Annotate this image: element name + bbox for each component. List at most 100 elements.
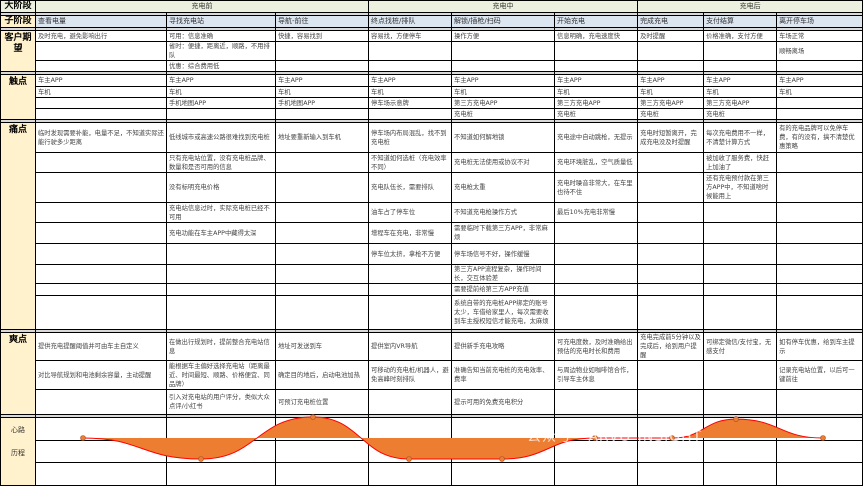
pain-point-cell: 不知道充电枪操作方式: [451, 202, 556, 223]
pain-point-cell: [274, 295, 370, 330]
emotion-row: 历程: [0, 440, 864, 463]
pain-point-cell: [368, 283, 453, 296]
emotion-cell: [637, 462, 705, 486]
pain-point-cell: [554, 222, 639, 244]
pain-point-cell: 充电站信息过时，实际充电桩已经不可用: [166, 202, 276, 223]
pain-point-cell: [35, 295, 167, 330]
pain-point-cell: [35, 222, 167, 244]
delight-point-cell: 提示可用的免费充电积分: [451, 389, 556, 415]
delight-point-cell: 提供室内VR导航: [368, 332, 453, 361]
delight-point-cell: 可充电度数，及时准确给出预估的充电时长和费用: [554, 332, 639, 361]
pain-point-cell: 充电功能在车主APP中藏得太深: [166, 222, 276, 244]
pain-point-row: 充电功能在车主APP中藏得太深 增程车在充电，非常慢 需要临时下载第三方APP，非常…: [1, 222, 864, 244]
touchpoint-cell: 车机: [368, 86, 453, 98]
touchpoint-cell: 车主APP: [274, 74, 370, 87]
emotion-cell: [637, 440, 705, 463]
stage-header: 充电后: [637, 0, 864, 13]
delight-point-row: 爽点 提供充电提醒阈值并可由车主自定义 在做出行规划时，提前整合充电站信息 地址可发送…: [0, 332, 864, 415]
pain-point-cell: 停车场内布局混乱，找不到充电桩: [368, 122, 453, 153]
substage-header: 查看电量: [35, 15, 167, 28]
substage-header: 离开停车场: [776, 15, 864, 28]
expectation-cell: [554, 60, 639, 72]
emotion-label: [0, 462, 36, 486]
pain-point-cell: 充电途中自动跳枪，无提示: [554, 122, 639, 153]
substage-header: 终点找桩/排队: [368, 15, 453, 28]
expectation-cell: 信息明确，充电速度快: [554, 30, 639, 42]
touchpoint-cell: 车主APP: [554, 74, 639, 87]
touchpoint-row: 车机 车机 车机 车机 车机 车机 车机 车机 车机: [1, 86, 864, 98]
delight-point-cell: [554, 389, 639, 415]
delight-point-cell: [703, 360, 778, 390]
delight-point-cell: 与周边物业如咖啡馆合作，引导车主休息: [554, 360, 639, 390]
section-divider: [0, 71, 864, 75]
pain-point-cell: [776, 202, 864, 223]
delight-point-cell: 对比导航规划和电池剩余容量，主动提醒: [35, 360, 167, 390]
delight-point-cell: 地址可发送到车: [274, 332, 370, 361]
delight-point-cell: 提供充电提醒阈值并可由车主自定义: [35, 332, 167, 361]
pain-point-cell: 充电桩无法使用或协议不对: [451, 152, 556, 173]
delight-point-cell: [703, 389, 778, 415]
pain-point-cell: 充电时噪音非常大，在车里也待不住: [554, 172, 639, 203]
expectation-cell: [451, 60, 556, 72]
pain-point-cell: [703, 295, 778, 330]
touchpoint-cell: [274, 108, 370, 120]
expectation-cell: 价格准确，支付方便: [703, 30, 778, 42]
touchpoint-cell: [166, 108, 276, 120]
delight-point-cell: [368, 389, 453, 415]
pain-point-cell: [35, 283, 167, 296]
pain-point-cell: [35, 152, 167, 173]
pain-point-cell: 充电时短暂离开，完成充电没及时提醒: [637, 122, 705, 153]
expectation-cell: [554, 41, 639, 61]
pain-point-cell: [368, 264, 453, 284]
section-divider: [0, 119, 864, 123]
touchpoint-cell: 车机: [274, 86, 370, 98]
pain-point-cell: 地址要重新输入到车机: [274, 122, 370, 153]
pain-point-cell: 有的充电品牌可以免停车费，有的没有，搞不清楚优惠策略: [776, 122, 864, 153]
touchpoint-section-label: 触点: [0, 74, 36, 120]
touchpoint-cell: 车机: [776, 86, 864, 98]
delight-point-cell: [637, 360, 705, 390]
expectation-cell: 操作方便: [451, 30, 556, 42]
touchpoint-cell: [35, 97, 167, 109]
touchpoint-cell: 充电桩: [703, 108, 778, 120]
emotion-cell: [554, 440, 639, 463]
expectation-cell: [637, 41, 705, 61]
pain-point-cell: [637, 222, 705, 244]
pain-point-cell: 每次充电费用不一样，不清楚计算方式: [703, 122, 778, 153]
delight-point-cell: 可移动的充电桩/机器人，避免高峰时刻排队: [368, 360, 453, 390]
emotion-label: 心路: [0, 417, 36, 441]
touchpoint-cell: 车机: [451, 86, 556, 98]
emotion-cell: [554, 417, 639, 441]
expectation-cell: 及时充电，避免影响出行: [35, 30, 167, 42]
delight-point-cell: 在做出行规划时，提前整合充电站信息: [166, 332, 276, 361]
pain-point-cell: 停车场信号不好，操作缓慢: [451, 243, 556, 265]
pain-point-cell: [274, 152, 370, 173]
pain-point-cell: 被加收了服务费，快赶上加油了: [703, 152, 778, 173]
pain-point-cell: [776, 264, 864, 284]
emotion-cell: [451, 462, 556, 486]
pain-point-cell: [274, 283, 370, 296]
pain-point-cell: [637, 172, 705, 203]
emotion-cell: [703, 462, 778, 486]
touchpoint-cell: 车机: [35, 86, 167, 98]
pain-point-cell: 充电队伍长，需要排队: [368, 172, 453, 203]
pain-point-cell: [703, 222, 778, 244]
expectation-cell: 容易找，方便停车: [368, 30, 453, 42]
expectation-section-label: 客户期望: [0, 30, 36, 72]
expectation-cell: 车场正常: [776, 30, 864, 42]
delight-point-row: 对比导航规划和电池剩余容量，主动提醒 能根据车主偏好选择充电站（距离最近、时间最短…: [1, 360, 864, 390]
delight-point-cell: 可绑定微信/支付宝，无感支付: [703, 332, 778, 361]
touchpoint-cell: [368, 108, 453, 120]
touchpoint-cell: 充电桩: [637, 108, 705, 120]
pain-point-cell: 增程车在充电，非常慢: [368, 222, 453, 244]
pain-point-cell: 临时发现需要补能，电量不足，不知道实际还能行驶多少距离: [35, 122, 167, 153]
touchpoint-cell: 充电桩: [451, 108, 556, 120]
pain-point-section-label: 痛点: [0, 122, 36, 330]
delight-point-cell: 确定目的地后，启动电池加热: [274, 360, 370, 390]
expectation-cell: [35, 60, 167, 72]
pain-point-cell: [776, 283, 864, 296]
pain-point-cell: [703, 283, 778, 296]
touchpoint-cell: 手机地图APP: [274, 97, 370, 109]
pain-point-cell: [703, 264, 778, 284]
emotion-cell: [451, 417, 556, 441]
